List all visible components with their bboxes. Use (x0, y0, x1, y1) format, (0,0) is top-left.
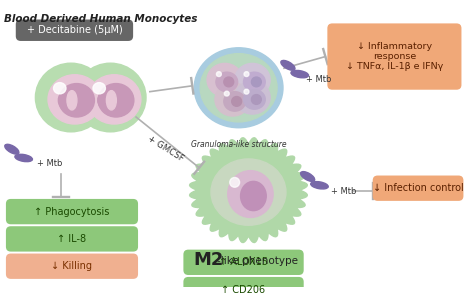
FancyBboxPatch shape (183, 277, 304, 294)
FancyBboxPatch shape (328, 24, 462, 90)
Text: ↓ Infection control: ↓ Infection control (373, 183, 464, 193)
Ellipse shape (224, 92, 246, 111)
Ellipse shape (88, 75, 141, 124)
Ellipse shape (244, 89, 249, 94)
Ellipse shape (36, 63, 107, 132)
Ellipse shape (48, 75, 101, 124)
Ellipse shape (54, 83, 66, 94)
Ellipse shape (230, 178, 239, 187)
Polygon shape (190, 138, 307, 243)
Ellipse shape (93, 83, 105, 94)
Text: + GMCSF: + GMCSF (146, 133, 185, 163)
Text: Blood Derived Human Monocytes: Blood Derived Human Monocytes (4, 14, 197, 24)
FancyBboxPatch shape (6, 253, 138, 279)
Ellipse shape (15, 154, 32, 162)
Ellipse shape (106, 91, 116, 110)
Ellipse shape (75, 63, 146, 132)
Ellipse shape (291, 71, 309, 78)
Ellipse shape (98, 91, 116, 110)
Text: ↑ CD206: ↑ CD206 (221, 285, 265, 294)
Text: + Decitabine (5μM): + Decitabine (5μM) (27, 25, 122, 35)
Ellipse shape (207, 64, 243, 96)
Ellipse shape (301, 172, 315, 181)
Ellipse shape (235, 64, 270, 96)
FancyBboxPatch shape (6, 226, 138, 252)
Text: + Mtb: + Mtb (306, 76, 331, 84)
Ellipse shape (224, 91, 229, 96)
Ellipse shape (244, 90, 265, 109)
Ellipse shape (232, 96, 242, 106)
Ellipse shape (215, 83, 250, 116)
Ellipse shape (311, 182, 328, 189)
Ellipse shape (211, 159, 286, 225)
Ellipse shape (59, 83, 94, 117)
Text: M2: M2 (193, 250, 224, 269)
Ellipse shape (235, 81, 270, 114)
Text: + Mtb: + Mtb (331, 187, 356, 196)
Ellipse shape (241, 181, 266, 211)
Ellipse shape (216, 72, 237, 92)
Ellipse shape (200, 54, 277, 122)
Text: ↑ ALOX15: ↑ ALOX15 (219, 257, 268, 267)
FancyBboxPatch shape (6, 199, 138, 224)
Text: Granuloma-like structure: Granuloma-like structure (191, 141, 286, 149)
FancyBboxPatch shape (16, 19, 133, 41)
Ellipse shape (251, 95, 261, 104)
FancyBboxPatch shape (183, 250, 304, 275)
Ellipse shape (67, 91, 77, 110)
Ellipse shape (281, 61, 295, 70)
Ellipse shape (224, 77, 234, 87)
Ellipse shape (244, 72, 249, 76)
Ellipse shape (58, 91, 76, 110)
Ellipse shape (217, 72, 221, 76)
Text: ↑ Phagocytosis: ↑ Phagocytosis (34, 207, 109, 217)
FancyBboxPatch shape (373, 176, 464, 201)
Text: ↓ Inflammatory
response
↓ TNFα, IL-1β e IFNγ: ↓ Inflammatory response ↓ TNFα, IL-1β e … (346, 42, 443, 71)
Ellipse shape (5, 144, 19, 154)
Ellipse shape (98, 83, 134, 117)
Text: ↓ Killing: ↓ Killing (52, 261, 92, 271)
Text: -like phenotype: -like phenotype (217, 256, 298, 266)
Ellipse shape (251, 77, 261, 87)
Text: + Mtb: + Mtb (37, 159, 63, 168)
Ellipse shape (228, 171, 273, 218)
Ellipse shape (194, 48, 283, 128)
Ellipse shape (244, 72, 265, 92)
Text: ↑ IL-8: ↑ IL-8 (57, 234, 87, 244)
